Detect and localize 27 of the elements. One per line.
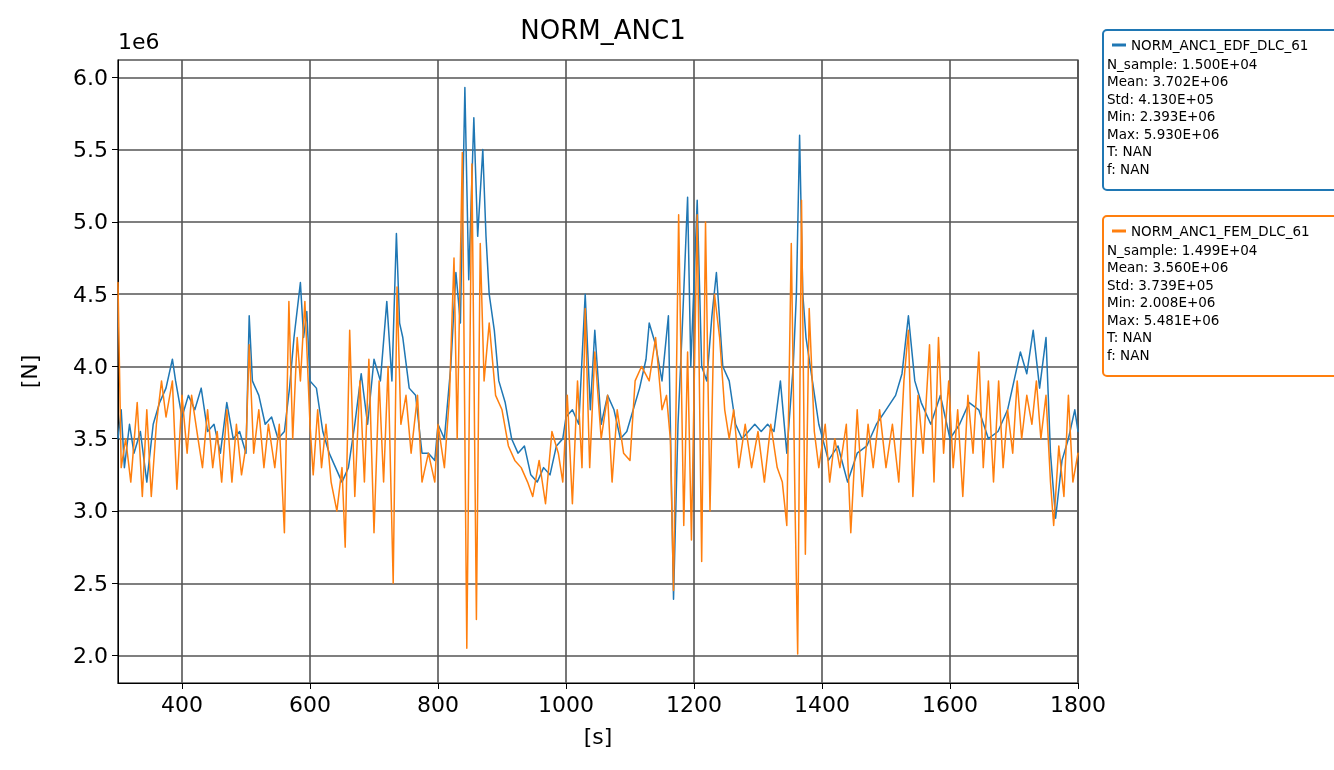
legend-label: NORM_ANC1_EDF_DLC_61 — [1131, 37, 1309, 53]
x-tick-label: 800 — [417, 691, 459, 717]
x-tick-label: 1000 — [538, 691, 594, 717]
x-tick-label: 1200 — [666, 691, 722, 717]
y-tick-label: 5.5 — [73, 137, 108, 163]
legend-label: NORM_ANC1_FEM_DLC_61 — [1131, 223, 1310, 239]
x-tick-label: 1400 — [794, 691, 850, 717]
x-tick-label: 1600 — [922, 691, 978, 717]
x-axis-title: [s] — [583, 723, 613, 749]
x-tick-label: 600 — [289, 691, 331, 717]
y-tick-label: 3.5 — [73, 426, 108, 452]
text: N_sample: 1.500E+04 Mean: 3.702E+06 Std: 4.130E+05 Min: 2.393E+06 Max: 5.930E+06 T: NAN f: NAN — [1106, 55, 1258, 177]
text: 1e6 — [118, 28, 160, 54]
y-tick-label: 4.0 — [73, 353, 108, 379]
line-series — [117, 151, 1079, 655]
text: N_sample: 1.499E+04 Mean: 3.560E+06 Std: 3.739E+05 Min: 2.008E+06 Max: 5.481E+06 T: NAN f: NAN — [1106, 241, 1258, 363]
y-tick-label: 4.5 — [73, 281, 108, 307]
y-tick-label: 5.0 — [73, 209, 108, 235]
y-tick-label: 3.0 — [73, 498, 108, 524]
y-tick-label: 2.0 — [73, 643, 108, 669]
y-tick-label: 6.0 — [73, 64, 108, 90]
chart-title: NORM_ANC1 — [520, 15, 686, 45]
y-axis-title: [N] — [16, 354, 42, 389]
line-series — [117, 86, 1079, 600]
y-tick-label: 2.5 — [73, 570, 108, 596]
x-tick-label: 1800 — [1050, 691, 1106, 717]
x-tick-label: 400 — [161, 691, 203, 717]
